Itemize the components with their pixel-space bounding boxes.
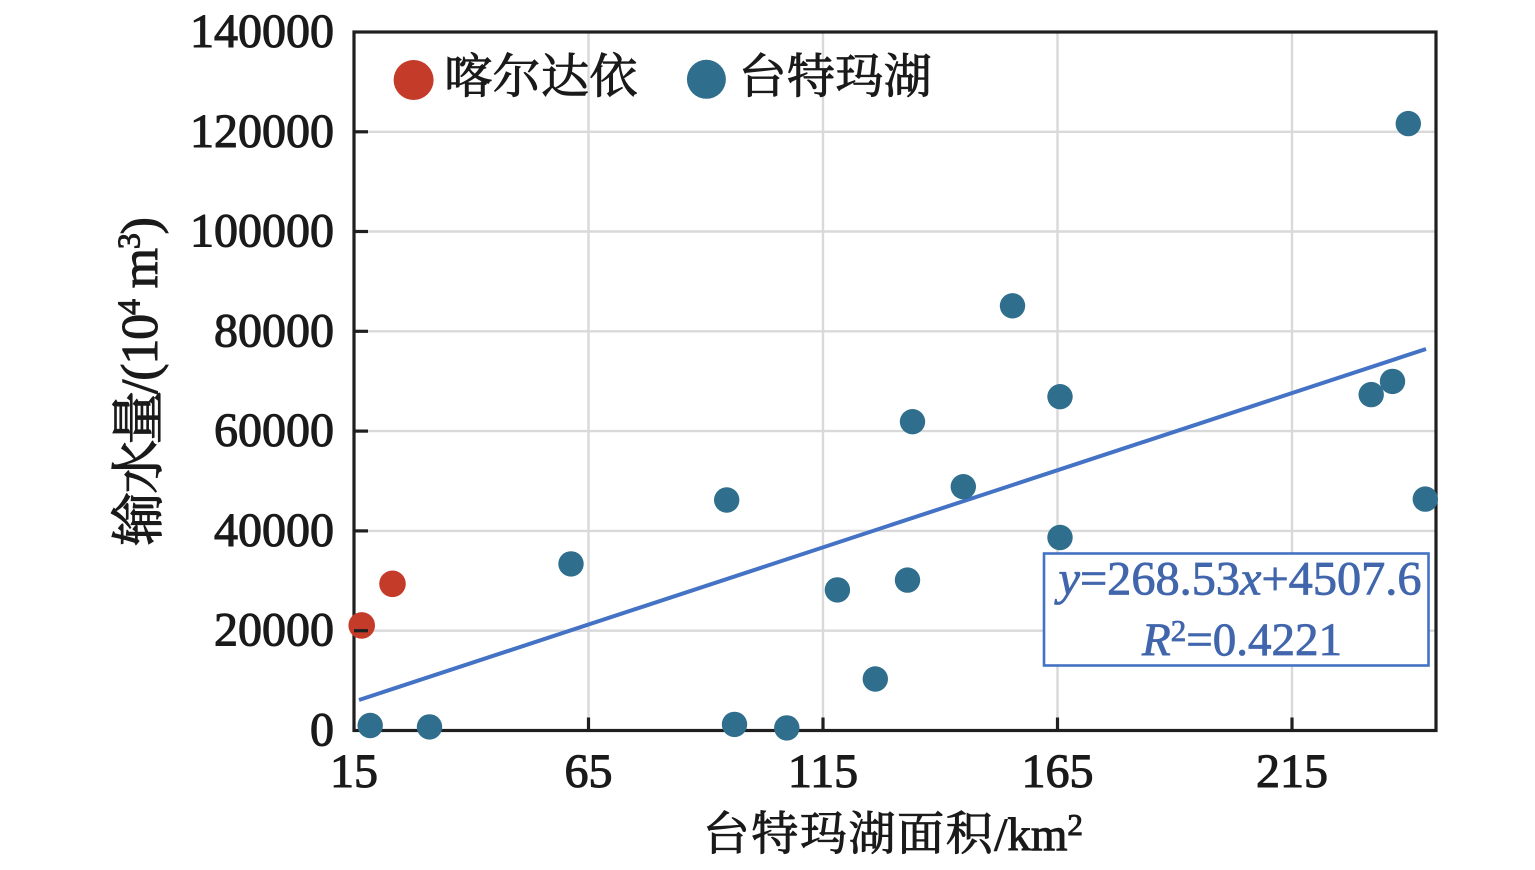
svg-text:15: 15 xyxy=(330,745,378,798)
svg-text:/(104 m3): /(104 m3) xyxy=(111,218,170,394)
svg-text:y=268.53x+4507.6: y=268.53x+4507.6 xyxy=(1053,553,1421,606)
svg-text:80000: 80000 xyxy=(214,304,334,357)
svg-text:0: 0 xyxy=(310,704,334,757)
svg-text:100000: 100000 xyxy=(190,205,334,258)
svg-text:215: 215 xyxy=(1256,745,1328,798)
svg-text:20000: 20000 xyxy=(214,604,334,657)
svg-text:40000: 40000 xyxy=(214,504,334,557)
svg-text:R2=0.4221: R2=0.4221 xyxy=(1141,613,1342,666)
svg-text:120000: 120000 xyxy=(190,105,334,158)
svg-text:140000: 140000 xyxy=(190,5,334,58)
svg-text:165: 165 xyxy=(1022,745,1094,798)
svg-text:60000: 60000 xyxy=(214,404,334,457)
svg-text:65: 65 xyxy=(565,745,613,798)
svg-text:115: 115 xyxy=(788,745,858,798)
